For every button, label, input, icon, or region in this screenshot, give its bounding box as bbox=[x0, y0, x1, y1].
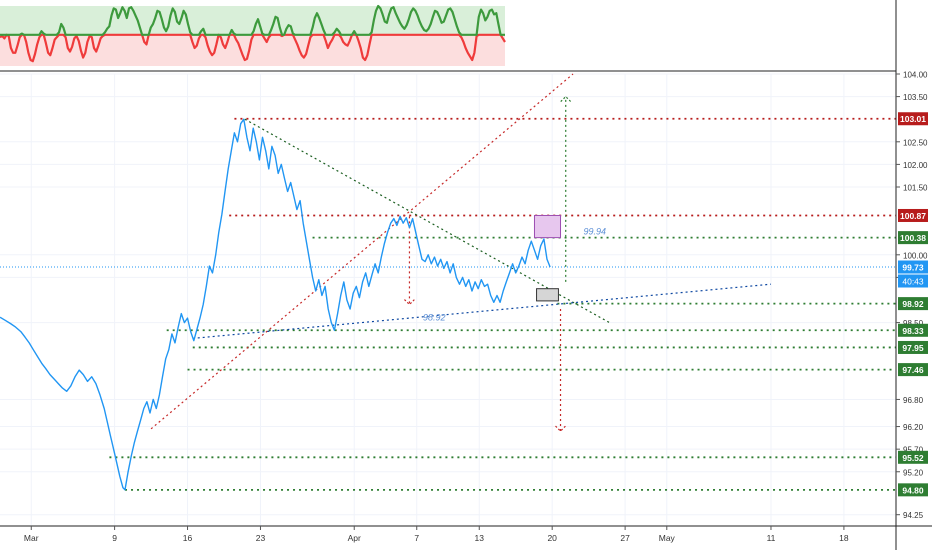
time-tick-label: 11 bbox=[767, 533, 776, 543]
time-tick-label: 13 bbox=[475, 533, 485, 543]
price-tick-label: 96.20 bbox=[903, 423, 924, 432]
price-label-badge bbox=[898, 340, 928, 354]
price-label-text: 103.01 bbox=[900, 114, 926, 124]
price-label-badge bbox=[898, 260, 928, 274]
price-label-badge bbox=[898, 323, 928, 337]
price-tick-label: 102.50 bbox=[903, 138, 928, 147]
oscillator-line-below bbox=[0, 33, 506, 63]
price-label-text: 100.38 bbox=[900, 233, 926, 243]
time-tick-label: 20 bbox=[547, 533, 557, 543]
price-label-text: 97.95 bbox=[902, 343, 924, 353]
price-label-badge bbox=[898, 208, 928, 222]
countdown-badge bbox=[898, 274, 928, 288]
time-tick-label: 27 bbox=[620, 533, 630, 543]
time-tick-label: 18 bbox=[839, 533, 849, 543]
oscillator-panel: 80.0040.000.00 bbox=[0, 4, 932, 72]
time-tick-label: Apr bbox=[348, 533, 361, 543]
price-tick-label: 95.70 bbox=[903, 446, 924, 455]
annotation-label: 99.94 bbox=[583, 226, 606, 236]
annotation-label: 98.92 bbox=[423, 312, 446, 322]
highlight-box bbox=[536, 288, 559, 302]
price-series bbox=[0, 118, 896, 491]
highlight-box bbox=[533, 214, 562, 239]
price-label-badge bbox=[898, 112, 928, 126]
time-tick-label: May bbox=[659, 533, 676, 543]
countdown-text: 40:43 bbox=[902, 277, 924, 287]
price-tick-label: 96.80 bbox=[903, 396, 924, 405]
price-label-badge bbox=[898, 450, 928, 464]
time-tick-label: 9 bbox=[112, 533, 117, 543]
price-label-badge bbox=[898, 297, 928, 311]
time-tick-label: 23 bbox=[256, 533, 266, 543]
price-line bbox=[0, 118, 551, 491]
price-tick-label: 98.50 bbox=[903, 319, 924, 328]
price-label-text: 95.52 bbox=[902, 453, 924, 463]
oscillator-lower-zone bbox=[0, 34, 505, 66]
price-tick-label: 102.00 bbox=[903, 161, 928, 170]
price-grid bbox=[0, 73, 896, 526]
price-tick-label: 94.25 bbox=[903, 511, 924, 520]
price-label-text: 98.92 bbox=[902, 299, 924, 309]
price-label-badge bbox=[898, 231, 928, 245]
drawings: 99.94 98.92 bbox=[109, 73, 896, 491]
price-label-text: 98.33 bbox=[902, 326, 924, 336]
price-label-text: 99.73 bbox=[902, 263, 924, 273]
price-label-text: 100.87 bbox=[900, 211, 926, 221]
price-label-text: 97.46 bbox=[902, 365, 924, 375]
trend-line bbox=[192, 283, 772, 340]
price-tick-label: 100.00 bbox=[903, 251, 928, 260]
price-label-badge bbox=[898, 483, 928, 497]
time-tick-label: 7 bbox=[414, 533, 419, 543]
time-tick-label: Mar bbox=[24, 533, 39, 543]
oscillator-line-above bbox=[0, 4, 505, 36]
price-label-badge bbox=[898, 363, 928, 377]
time-tick-label: 16 bbox=[183, 533, 193, 543]
oscillator-upper-zone bbox=[0, 6, 505, 35]
price-label-text: 94.80 bbox=[902, 485, 924, 495]
trend-line bbox=[150, 73, 574, 430]
price-tick-label: 103.50 bbox=[903, 93, 928, 102]
price-tick-label: 104.00 bbox=[903, 71, 928, 80]
price-tick-label: 101.50 bbox=[903, 184, 928, 193]
price-tick-label: 95.20 bbox=[903, 468, 924, 477]
